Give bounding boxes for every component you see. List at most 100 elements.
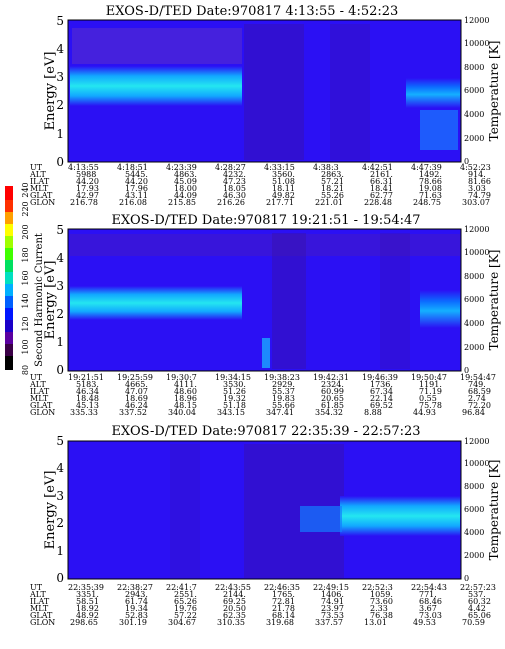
- ephem-cell: 67.34: [370, 387, 393, 396]
- panel-3-ytick: 5: [56, 434, 64, 448]
- ephem-label: GLON: [30, 198, 55, 207]
- panel-3-ion-fringe: [300, 506, 342, 532]
- ephem-cell: 19:38:23: [264, 373, 300, 382]
- ephem-cell: 74.79: [468, 191, 491, 200]
- colorbar-seg: [5, 296, 13, 308]
- panel-1-ytick: 2: [56, 98, 64, 112]
- panel-2-y-axis: 0 1 2 3 4 5 Energy [eV]: [43, 223, 64, 377]
- ephem-cell: 337.52: [119, 408, 147, 417]
- panel-2-dark-stripe-b: [380, 233, 410, 369]
- ephem-cell: 19:42:31: [313, 373, 349, 382]
- ephem-cell: 20.65: [321, 394, 344, 403]
- ephem-cell: 1191.: [419, 380, 442, 389]
- ephem-cell: 73.03: [419, 611, 442, 620]
- ephem-cell: 68.14: [272, 611, 295, 620]
- panel-2-y2label: Temperature [K]: [487, 250, 501, 351]
- ephem-cell: 44.09: [174, 191, 197, 200]
- ephem-cell: 8.88: [364, 408, 382, 417]
- panel-2-upper-band: [70, 234, 460, 256]
- ephem-cell: 57.22: [174, 611, 197, 620]
- ephem-cell: 43.11: [125, 191, 148, 200]
- ephem-cell: 2.33: [370, 604, 388, 613]
- panel-1-heatmap: [70, 24, 460, 160]
- panel-2-ytick: 5: [56, 223, 64, 237]
- ephem-cell: 71.63: [419, 191, 442, 200]
- panel-3-y-axis: 0 1 2 3 4 5 Energy [eV]: [43, 434, 64, 585]
- ephem-cell: 78.66: [419, 177, 442, 186]
- ephem-cell: 303.07: [462, 198, 490, 207]
- ephem-cell: 19:30:7: [166, 373, 197, 382]
- ephem-cell: 1492.: [419, 170, 442, 179]
- ephem-cell: 47.23: [223, 177, 246, 186]
- ephem-cell: 22:49:15: [313, 583, 349, 592]
- panel-2-ytick: 2: [56, 307, 64, 321]
- ephem-cell: 4111.: [174, 380, 197, 389]
- panel-2-ytick: 0: [56, 363, 64, 377]
- ephem-cell: 4863.: [174, 170, 197, 179]
- panel-2-y2tick: 4000: [464, 319, 484, 328]
- ephem-cell: 22.14: [370, 394, 393, 403]
- ephem-cell: 48.92: [76, 611, 99, 620]
- ephem-cell: 47.07: [125, 387, 148, 396]
- ephem-cell: 22:52:3: [362, 583, 393, 592]
- panel-2-ytick: 3: [56, 279, 64, 293]
- panel-2-y2tick: 2000: [464, 343, 484, 352]
- ephem-cell: 60.99: [321, 387, 344, 396]
- ephem-cell: 310.35: [217, 618, 245, 627]
- ephem-cell: 217.71: [266, 198, 294, 207]
- ephem-label: GLAT: [30, 611, 53, 620]
- ephem-cell: 62.77: [370, 191, 393, 200]
- ephem-label: GLON: [30, 618, 55, 627]
- panel-3-y2tick: 2000: [464, 551, 484, 560]
- ephem-cell: 96.84: [462, 408, 485, 417]
- ephem-cell: 19:34:15: [215, 373, 251, 382]
- panel-1-ytick: 1: [56, 127, 64, 141]
- ephem-cell: 19:50:47: [411, 373, 447, 382]
- ephem-cell: 1736.: [370, 380, 393, 389]
- ephem-cell: 68.46: [419, 597, 442, 606]
- panel-2-ion-band: [70, 286, 242, 320]
- colorbar-seg: [5, 356, 13, 370]
- ephem-cell: 22:46:35: [264, 583, 300, 592]
- ephem-cell: 17.93: [76, 184, 99, 193]
- ephem-cell: 51.26: [223, 387, 246, 396]
- panel-2-ytick: 1: [56, 335, 64, 349]
- panel-1-late-band: [406, 78, 460, 108]
- ephem-cell: 3351.: [76, 590, 99, 599]
- ephem-cell: 914.: [468, 170, 486, 179]
- ephem-cell: 301.19: [119, 618, 147, 627]
- ephem-cell: 13.01: [364, 618, 387, 627]
- panel-2-y2tick: 0: [464, 366, 469, 375]
- ephem-cell: 2863.: [321, 170, 344, 179]
- ephem-cell: 58.51: [76, 597, 99, 606]
- ephem-cell: 51.18: [223, 401, 246, 410]
- colorbar-seg: [5, 260, 13, 272]
- panel-3-y2tick: 12000: [464, 437, 489, 446]
- panel-1-y2tick: 4000: [464, 110, 484, 119]
- ephem-cell: 5183.: [76, 380, 99, 389]
- panel-2-y2tick: 8000: [464, 272, 484, 281]
- colorbar-seg: [5, 236, 13, 248]
- panel-3-title: EXOS-D/TED Date:970817 22:35:39 - 22:57:…: [111, 424, 420, 439]
- ephem-label: ILAT: [30, 597, 50, 606]
- colorbar-tick: 160: [21, 270, 30, 285]
- colorbar-tick: 80: [21, 365, 30, 375]
- panel-2-y2tick: 12000: [464, 225, 489, 234]
- colorbar-seg: [5, 200, 13, 212]
- panel-1-y2tick: 0: [464, 157, 469, 166]
- ephem-cell: 18.69: [125, 394, 148, 403]
- panel-2-late-band: [420, 290, 460, 328]
- ephem-cell: 4:33:15: [264, 163, 295, 172]
- panel-3-y2label: Temperature [K]: [487, 460, 501, 561]
- ephem-cell: 76.38: [370, 611, 393, 620]
- ephem-cell: 4:52:23: [460, 163, 491, 172]
- colorbar-seg: [5, 284, 13, 296]
- ephem-cell: 216.08: [119, 198, 147, 207]
- ephem-cell: 343.15: [217, 408, 245, 417]
- panel-3-y2tick: 8000: [464, 482, 484, 491]
- ephem-cell: 46.24: [125, 401, 148, 410]
- ephem-cell: 537.: [468, 590, 486, 599]
- panel-3-ytick: 1: [56, 544, 64, 558]
- ephem-cell: 19:21:51: [68, 373, 104, 382]
